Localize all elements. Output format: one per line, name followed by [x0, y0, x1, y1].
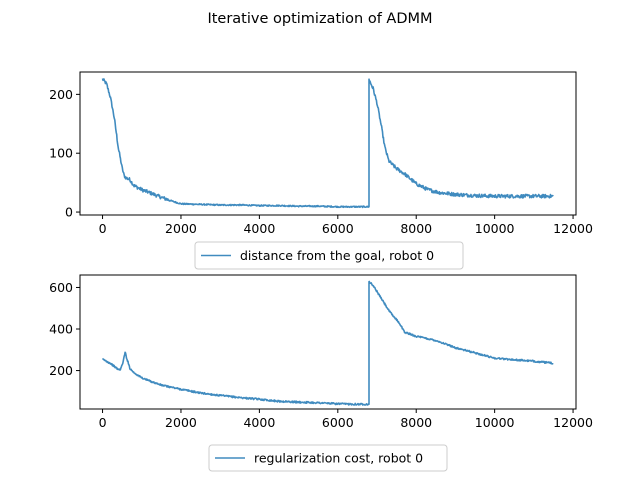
axis-ticks: 0 2000 4000 6000 8000 10000 12000 200 400 600	[49, 280, 593, 430]
x-tick-label: 2000	[165, 415, 197, 430]
axes-frame	[79, 274, 577, 410]
x-tick-label: 4000	[243, 415, 275, 430]
x-tick-label: 8000	[400, 415, 432, 430]
y-tick-label: 600	[49, 280, 73, 295]
axis-ticks: 0 2000 4000 6000 8000 10000 12000 0 100 200	[49, 87, 593, 236]
subplot-regularization: 0 2000 4000 6000 8000 10000 12000 200 400 600 reg…	[49, 274, 593, 472]
x-tick-label: 10000	[475, 415, 515, 430]
series-line-regularization	[101, 280, 554, 406]
y-tick-label: 200	[49, 87, 73, 102]
legend: distance from the goal, robot 0	[194, 241, 464, 270]
x-tick-label: 2000	[165, 221, 197, 236]
y-tick-label: 400	[49, 322, 73, 337]
subplot-distance: 0 2000 4000 6000 8000 10000 12000 0 100 200 dista…	[49, 71, 593, 270]
y-tick-label: 200	[49, 363, 73, 378]
x-tick-label: 0	[99, 221, 107, 236]
x-tick-label: 6000	[322, 221, 354, 236]
y-tick-label: 100	[49, 146, 73, 161]
axes-frame	[79, 71, 577, 216]
figure-title: Iterative optimization of ADMM	[207, 11, 432, 27]
x-tick-label: 10000	[475, 221, 515, 236]
x-tick-label: 4000	[243, 221, 275, 236]
x-tick-label: 0	[99, 415, 107, 430]
y-tick-label: 0	[65, 205, 73, 220]
x-tick-label: 12000	[553, 415, 593, 430]
legend: regularization cost, robot 0	[208, 444, 448, 472]
x-tick-label: 6000	[322, 415, 354, 430]
legend-label: distance from the goal, robot 0	[240, 248, 434, 263]
x-tick-label: 8000	[400, 221, 432, 236]
legend-box	[194, 241, 464, 270]
series-line-distance	[101, 78, 554, 209]
legend-box	[208, 444, 448, 472]
legend-label: regularization cost, robot 0	[254, 451, 423, 466]
x-tick-label: 12000	[553, 221, 593, 236]
